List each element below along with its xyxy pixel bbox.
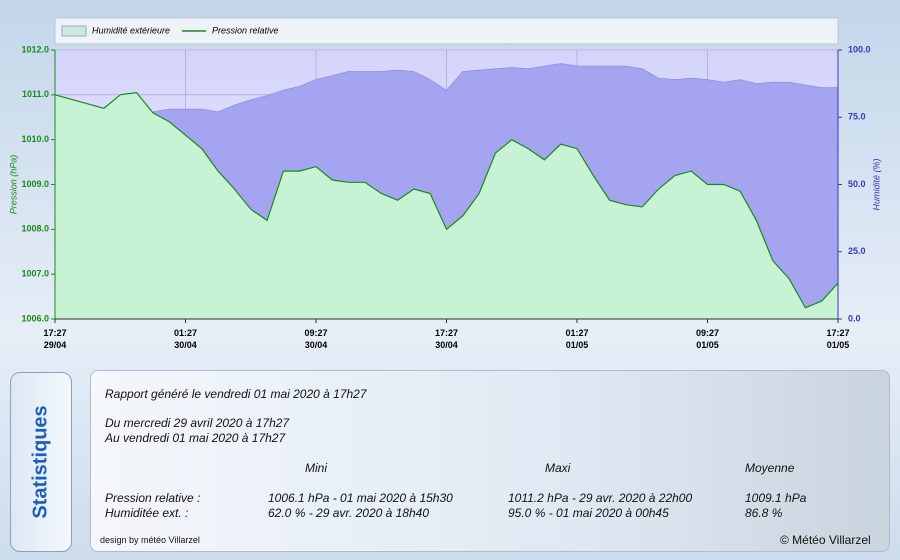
- x-tick-label: 09:27 30/04: [304, 328, 328, 350]
- stats-panel: [90, 370, 890, 552]
- cell: 62.0 % - 29 avr. 2020 à 18h40: [268, 506, 430, 520]
- chart: Humidité extérieure Pression relative 1006…: [8, 17, 881, 323]
- generated: Rapport généré le vendredi 01 mai 2020 à…: [105, 387, 367, 401]
- cell: 1009.1 hPa: [745, 491, 807, 505]
- y-tick-label: 1008.0: [21, 224, 49, 234]
- cell: 86.8 %: [745, 506, 783, 520]
- legend-box: [54, 17, 839, 45]
- x-tick-label: 17:27 30/04: [434, 328, 459, 350]
- y-tick-label: 1007.0: [21, 269, 49, 279]
- series-area: [55, 92, 838, 319]
- copyright: © Météo Villarzel: [780, 533, 871, 547]
- cell: 1011.2 hPa - 29 avr. 2020 à 22h00: [508, 491, 693, 505]
- x-tick-label: 01:27 30/04: [173, 328, 198, 350]
- row-label: Pression relative :: [105, 491, 201, 505]
- from: Du mercredi 29 avril 2020 à 17h27: [105, 416, 290, 430]
- y-tick-label: 1009.0: [21, 179, 49, 189]
- x-tick-label: 01:27 01/05: [565, 328, 589, 350]
- y2-tick-label: 75.0: [848, 112, 866, 122]
- x-tick-label: 17:27 01/05: [826, 328, 850, 350]
- header: Maxi: [545, 461, 571, 475]
- header: Moyenne: [745, 461, 795, 475]
- row-label: Humiditée ext. :: [105, 506, 189, 520]
- legend-label: Humidité extérieure: [92, 25, 170, 35]
- design: design by météo Villarzel: [100, 535, 200, 545]
- legend-swatch: [61, 25, 87, 37]
- series-edge: [54, 63, 838, 150]
- y2-axis-label: Humidité (%): [871, 158, 881, 210]
- y-axis-label: Pression (hPa): [8, 155, 18, 215]
- series-line: [54, 91, 839, 309]
- legend-label: Pression relative: [212, 25, 279, 35]
- y-tick-label: 1012.0: [21, 44, 49, 54]
- stats-tab-title: Statistiques: [29, 405, 52, 519]
- header: Mini: [305, 461, 328, 475]
- y-tick-label: 1010.0: [21, 134, 49, 144]
- y-tick-label: 1011.0: [22, 89, 49, 99]
- y-tick-label: 1006.0: [21, 313, 49, 323]
- y2-tick-label: 100.0: [848, 44, 871, 54]
- y2-tick-label: 25.0: [848, 246, 866, 256]
- stats-tab: Statistiques: [10, 372, 72, 552]
- y2-tick-label: 0.0: [848, 313, 861, 323]
- x-tick-label: 17:27 29/04: [43, 328, 67, 350]
- cell: 1006.1 hPa - 01 mai 2020 à 15h30: [268, 491, 453, 505]
- to: Au vendredi 01 mai 2020 à 17h27: [105, 431, 286, 445]
- y2-tick-label: 50.0: [848, 179, 866, 189]
- x-tick-label: 09:27 01/05: [695, 328, 720, 350]
- cell: 95.0 % - 01 mai 2020 à 00h45: [508, 506, 669, 520]
